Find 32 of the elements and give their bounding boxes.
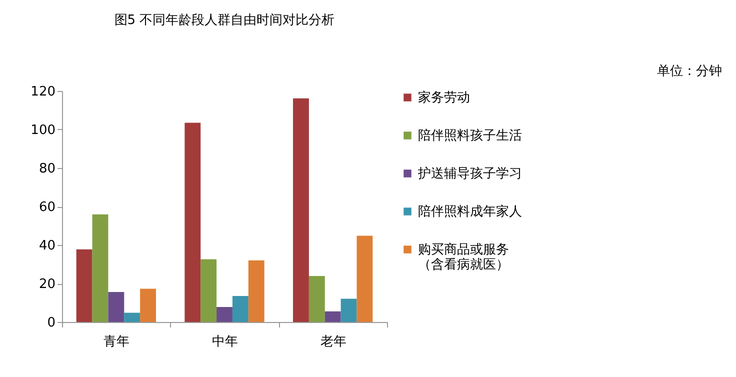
bar xyxy=(140,288,156,322)
text: 单位：分钟 xyxy=(657,63,722,80)
bar xyxy=(308,276,325,322)
bar xyxy=(92,214,108,322)
bar xyxy=(324,311,341,322)
legend-label: 家务劳动 xyxy=(418,90,470,106)
y-tick-label: 40 xyxy=(38,238,56,254)
bar xyxy=(293,98,309,322)
bar xyxy=(108,292,124,322)
bar xyxy=(76,249,92,322)
bar xyxy=(356,236,373,322)
bar xyxy=(124,312,140,322)
bar xyxy=(248,260,264,322)
y-tick-label: 20 xyxy=(38,277,56,292)
bar xyxy=(340,298,357,322)
x-tick-label: 老年 xyxy=(320,334,346,350)
bar xyxy=(216,306,232,322)
y-tick-label: 120 xyxy=(30,84,56,100)
bar xyxy=(232,296,248,322)
y-tick-label: 60 xyxy=(38,200,56,215)
bar xyxy=(184,122,201,322)
y-tick-label: 0 xyxy=(47,316,56,330)
legend-label: 护送辅导孩子学习 xyxy=(417,166,522,182)
legend-label: 购买商品或服务（含看病就医） xyxy=(418,242,509,272)
legend-label: 陪伴照料孩子生活 xyxy=(418,128,522,144)
chart-title: 图5 不同年龄段人群自由时间对比分析 xyxy=(114,13,335,28)
x-tick-label: 青年 xyxy=(104,334,130,350)
legend-label: 陪伴照料成年家人 xyxy=(418,204,522,220)
y-tick-label: 100 xyxy=(30,123,56,138)
x-tick-label: 中年 xyxy=(212,334,238,350)
y-tick-label: 80 xyxy=(38,162,56,176)
bar xyxy=(200,259,217,322)
